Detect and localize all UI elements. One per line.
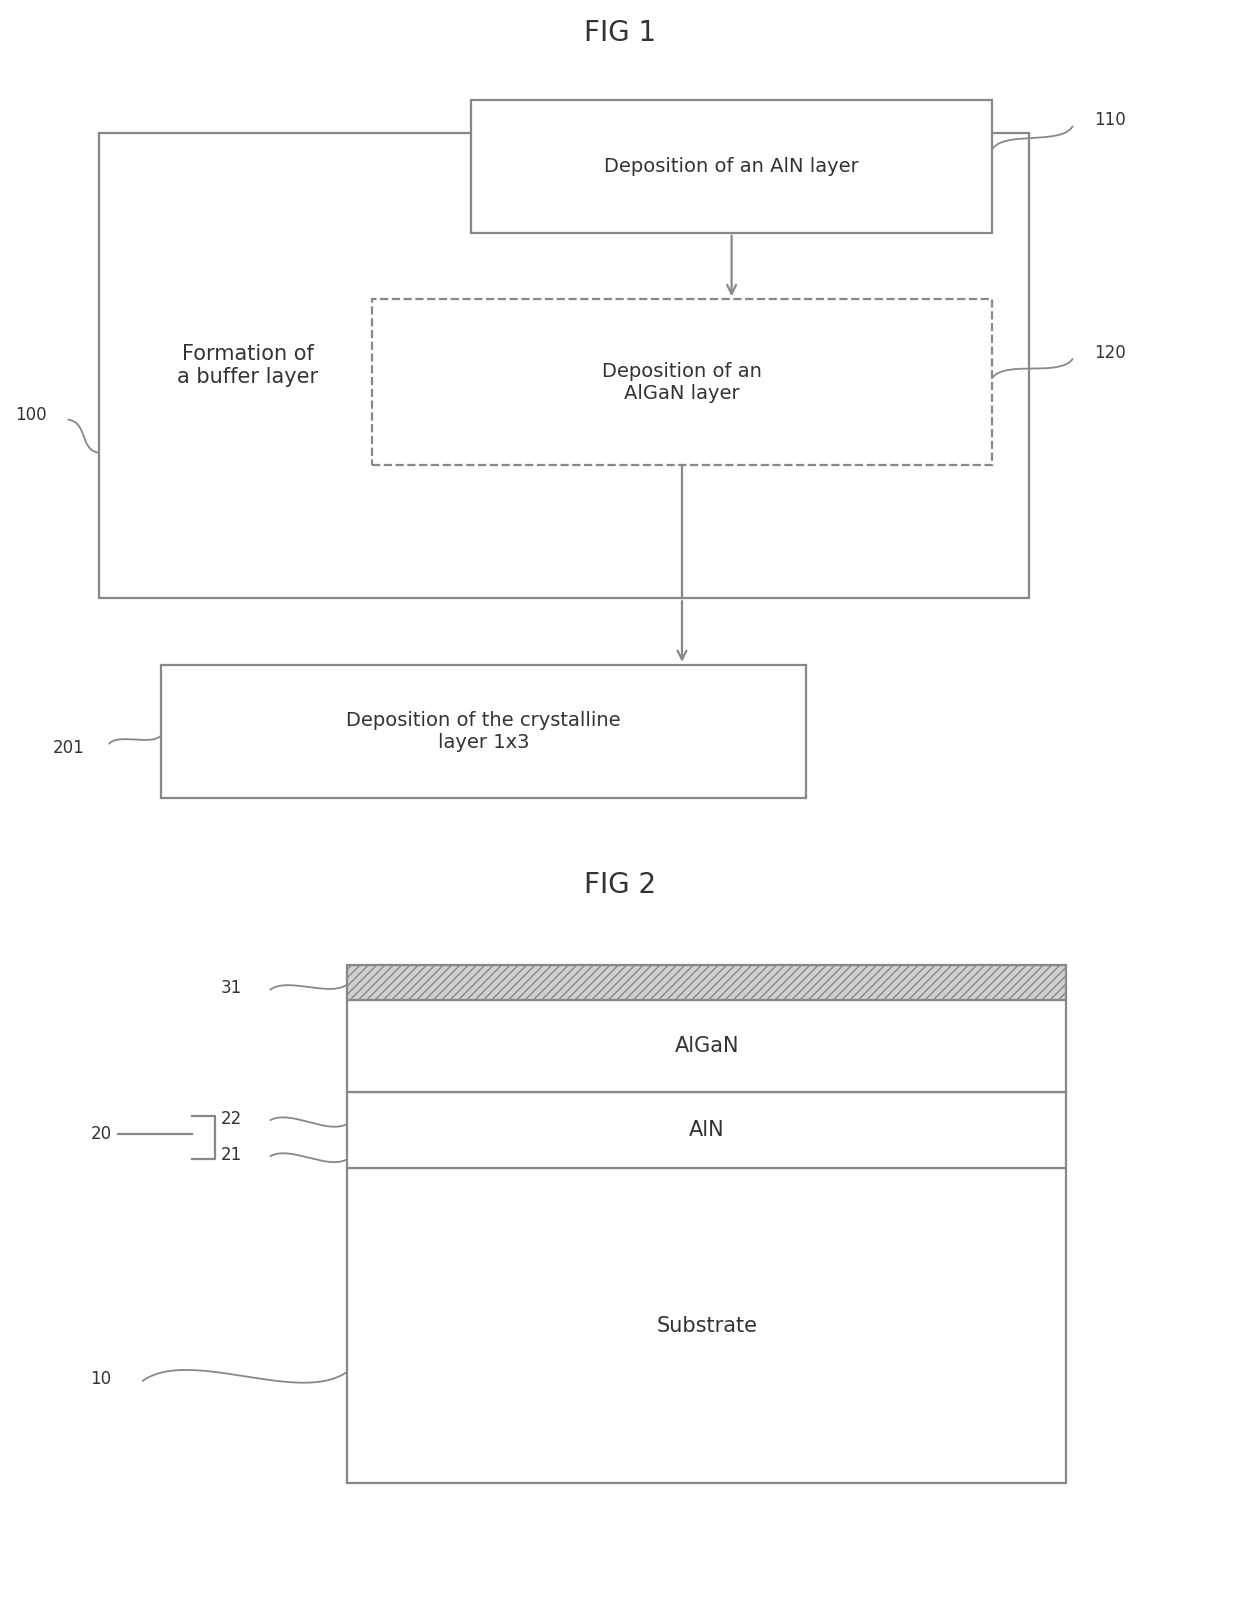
Text: Deposition of an AlN layer: Deposition of an AlN layer — [604, 157, 859, 176]
Bar — [372, 299, 992, 465]
Text: AlN: AlN — [689, 1120, 724, 1139]
Text: Deposition of an
AlGaN layer: Deposition of an AlGaN layer — [603, 361, 761, 403]
Text: 110: 110 — [1094, 112, 1126, 129]
Bar — [347, 1091, 1066, 1168]
Text: Deposition of the crystalline
layer 1x3: Deposition of the crystalline layer 1x3 — [346, 711, 621, 751]
Text: 100: 100 — [15, 406, 47, 425]
Bar — [99, 133, 1029, 598]
Bar — [347, 1000, 1066, 1091]
Bar — [161, 665, 806, 797]
Text: 20: 20 — [91, 1125, 112, 1143]
Text: FIG 1: FIG 1 — [584, 19, 656, 48]
Bar — [347, 1168, 1066, 1483]
Text: Substrate: Substrate — [656, 1315, 758, 1336]
Bar — [471, 99, 992, 233]
Text: 201: 201 — [52, 738, 84, 757]
Text: Formation of
a buffer layer: Formation of a buffer layer — [177, 344, 319, 387]
Text: 31: 31 — [221, 980, 242, 997]
Text: 10: 10 — [91, 1371, 112, 1389]
Text: FIG 2: FIG 2 — [584, 871, 656, 898]
Bar — [347, 965, 1066, 1000]
Text: 120: 120 — [1094, 344, 1126, 363]
Text: 22: 22 — [221, 1109, 242, 1128]
Text: 21: 21 — [221, 1146, 242, 1163]
Text: AlGaN: AlGaN — [675, 1036, 739, 1056]
